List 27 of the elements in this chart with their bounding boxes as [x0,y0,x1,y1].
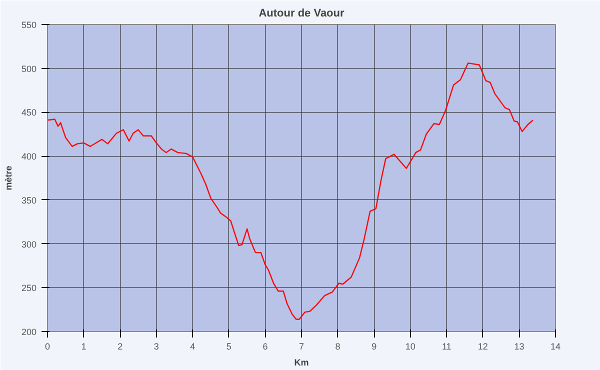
x-tick-label: 4 [190,342,196,352]
y-tick-label: 550 [21,20,37,30]
y-tick-label: 400 [21,152,37,162]
x-tick-label: 14 [550,342,561,352]
chart-title: Autour de Vaour [258,8,345,20]
x-tick-label: 8 [335,342,340,352]
y-tick-label: 250 [21,283,37,294]
x-tick-label: 2 [118,342,123,352]
x-axis-title: Km [294,358,309,368]
x-tick-label: 6 [262,342,268,352]
line-series [48,62,534,320]
x-tick-label: 3 [154,342,159,352]
x-tick-label: 12 [478,342,488,352]
y-tick-label: 350 [21,195,37,206]
y-tick-label: 300 [21,239,37,250]
x-tick-label: 0 [44,342,50,352]
x-tick-label: 10 [405,342,416,352]
x-tick-label: 5 [226,342,232,352]
y-tick-label: 200 [21,327,37,337]
y-tick-label: 500 [21,64,37,74]
x-tick-label: 7 [298,342,304,352]
x-tick-label: 11 [442,342,452,352]
x-tick-label: 13 [514,342,524,352]
y-tick-label: 450 [21,108,37,118]
x-tick-label: 9 [372,342,377,352]
y-axis-title: mètre [3,166,14,190]
x-tick-label: 1 [81,342,86,352]
